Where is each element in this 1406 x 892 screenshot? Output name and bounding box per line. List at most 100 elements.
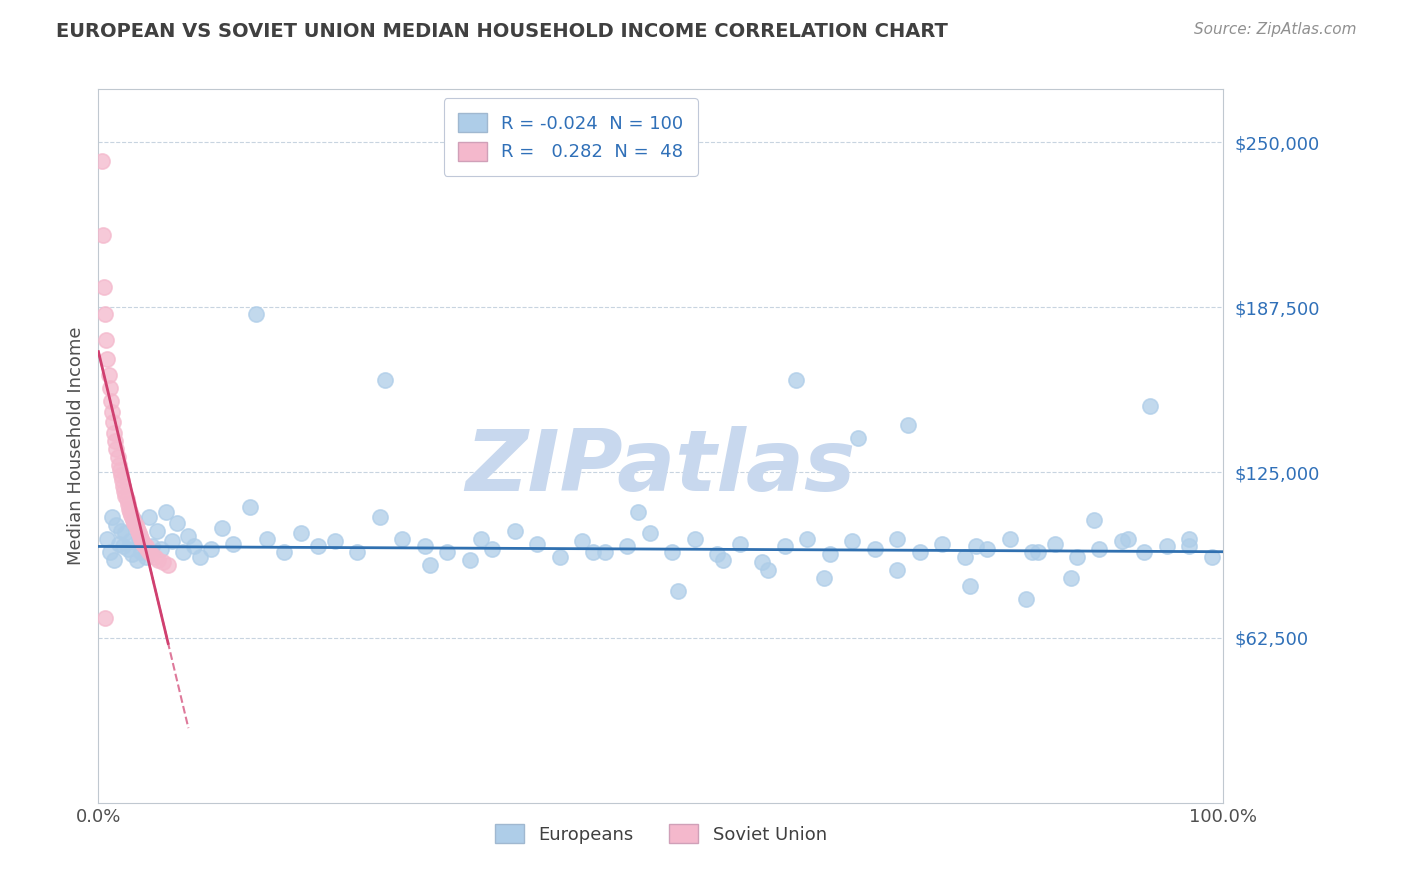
Point xyxy=(105,518,128,533)
Point xyxy=(166,516,188,530)
Legend: Europeans, Soviet Union: Europeans, Soviet Union xyxy=(488,816,834,851)
Point xyxy=(118,534,141,549)
Point xyxy=(118,502,141,516)
Point xyxy=(796,532,818,546)
Point xyxy=(146,552,169,566)
Point xyxy=(152,555,174,569)
Point xyxy=(593,545,616,559)
Point xyxy=(571,534,593,549)
Point xyxy=(818,547,841,561)
Point xyxy=(103,425,125,440)
Point xyxy=(290,526,312,541)
Point xyxy=(1026,545,1049,559)
Point xyxy=(616,540,638,554)
Y-axis label: Median Household Income: Median Household Income xyxy=(66,326,84,566)
Point xyxy=(112,540,135,554)
Point xyxy=(436,545,458,559)
Point xyxy=(114,489,136,503)
Point xyxy=(141,547,163,561)
Point xyxy=(959,579,981,593)
Point xyxy=(756,563,779,577)
Point xyxy=(155,505,177,519)
Point xyxy=(107,458,129,472)
Point xyxy=(273,545,295,559)
Point xyxy=(101,415,124,429)
Point xyxy=(1156,540,1178,554)
Point xyxy=(886,563,908,577)
Point xyxy=(503,524,526,538)
Point xyxy=(1111,534,1133,549)
Point xyxy=(122,513,145,527)
Point xyxy=(526,537,548,551)
Point xyxy=(115,491,138,506)
Point xyxy=(256,532,278,546)
Point xyxy=(107,450,129,464)
Point xyxy=(110,468,132,483)
Point xyxy=(112,478,135,492)
Point xyxy=(728,537,751,551)
Point xyxy=(222,537,245,551)
Point xyxy=(1015,592,1038,607)
Point xyxy=(413,540,436,554)
Point xyxy=(1139,400,1161,414)
Point xyxy=(627,505,650,519)
Point xyxy=(239,500,262,514)
Point xyxy=(107,537,129,551)
Point xyxy=(188,549,211,564)
Point xyxy=(128,526,150,541)
Point xyxy=(751,555,773,569)
Point xyxy=(121,510,143,524)
Point xyxy=(1060,571,1083,585)
Point xyxy=(125,552,148,566)
Point xyxy=(183,540,205,554)
Point xyxy=(419,558,441,572)
Point xyxy=(1043,537,1066,551)
Point xyxy=(368,510,391,524)
Point xyxy=(683,532,706,546)
Point xyxy=(138,545,160,559)
Point xyxy=(127,524,149,538)
Point xyxy=(90,153,112,168)
Point xyxy=(108,463,131,477)
Point xyxy=(931,537,953,551)
Point xyxy=(104,434,127,448)
Point xyxy=(132,537,155,551)
Point xyxy=(1083,513,1105,527)
Point xyxy=(200,542,222,557)
Point xyxy=(458,552,481,566)
Point xyxy=(582,545,605,559)
Point xyxy=(998,532,1021,546)
Point xyxy=(470,532,492,546)
Point xyxy=(172,545,194,559)
Point xyxy=(96,333,118,347)
Point xyxy=(101,510,124,524)
Point xyxy=(111,474,134,488)
Point xyxy=(886,532,908,546)
Point xyxy=(481,542,503,557)
Point xyxy=(1021,545,1043,559)
Point xyxy=(129,532,152,546)
Point xyxy=(93,611,115,625)
Point xyxy=(135,549,157,564)
Point xyxy=(323,534,346,549)
Point xyxy=(117,497,139,511)
Point xyxy=(121,547,143,561)
Point xyxy=(1133,545,1156,559)
Point xyxy=(160,534,183,549)
Point xyxy=(965,540,987,554)
Point xyxy=(245,307,267,321)
Text: Source: ZipAtlas.com: Source: ZipAtlas.com xyxy=(1194,22,1357,37)
Point xyxy=(118,505,141,519)
Point xyxy=(94,307,117,321)
Point xyxy=(134,540,156,554)
Point xyxy=(120,508,142,522)
Point xyxy=(129,529,152,543)
Point xyxy=(124,516,146,530)
Point xyxy=(953,549,976,564)
Point xyxy=(100,394,122,409)
Point xyxy=(146,524,169,538)
Point xyxy=(1178,532,1201,546)
Point xyxy=(391,532,413,546)
Point xyxy=(124,518,146,533)
Point xyxy=(841,534,863,549)
